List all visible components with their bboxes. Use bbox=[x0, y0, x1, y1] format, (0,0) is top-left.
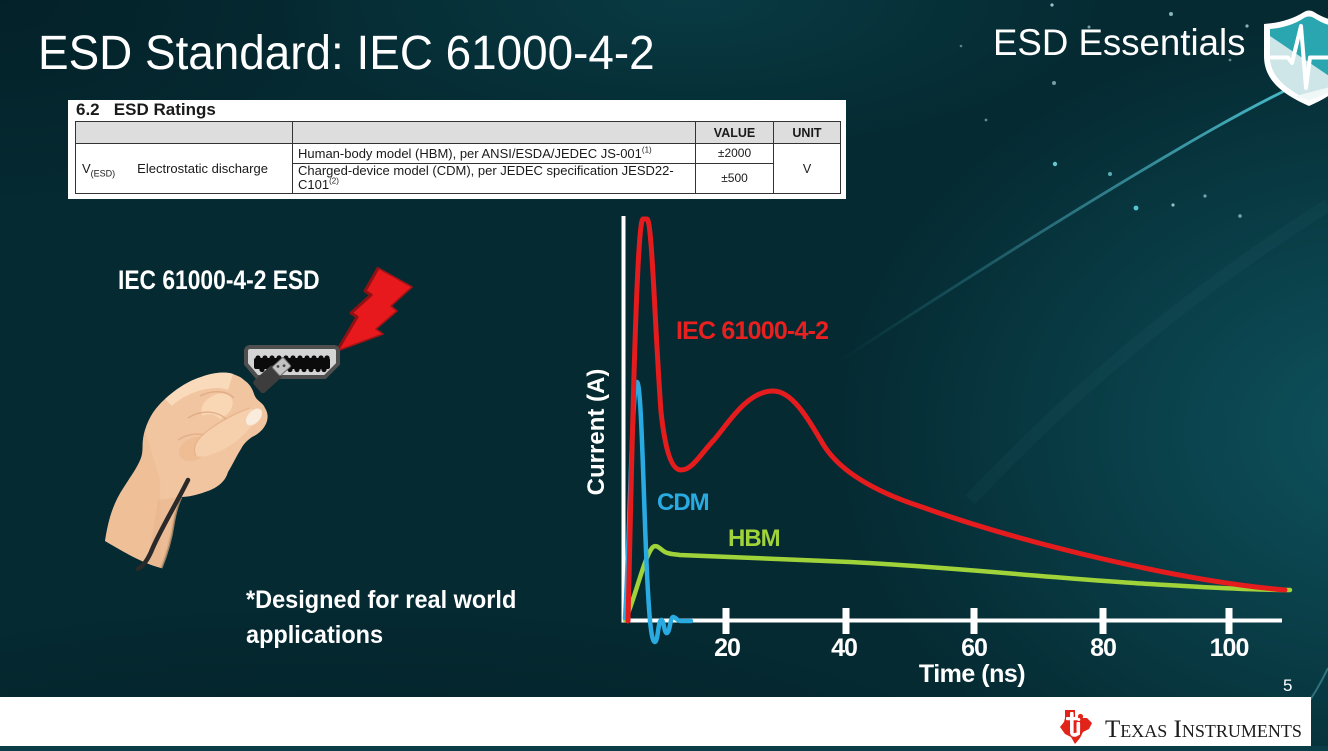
svg-text:CDM: CDM bbox=[657, 489, 709, 516]
svg-text:IEC 61000-4-2: IEC 61000-4-2 bbox=[676, 317, 828, 345]
svg-text:80: 80 bbox=[1090, 634, 1116, 662]
svg-text:60: 60 bbox=[961, 634, 987, 662]
svg-text:Texas Instruments: Texas Instruments bbox=[1105, 716, 1302, 743]
svg-text:100: 100 bbox=[1210, 634, 1249, 662]
svg-text:HBM: HBM bbox=[728, 525, 780, 552]
svg-text:40: 40 bbox=[831, 634, 857, 662]
svg-text:Current (A): Current (A) bbox=[583, 369, 610, 496]
svg-text:Time (ns): Time (ns) bbox=[919, 660, 1025, 688]
svg-text:20: 20 bbox=[714, 634, 740, 662]
